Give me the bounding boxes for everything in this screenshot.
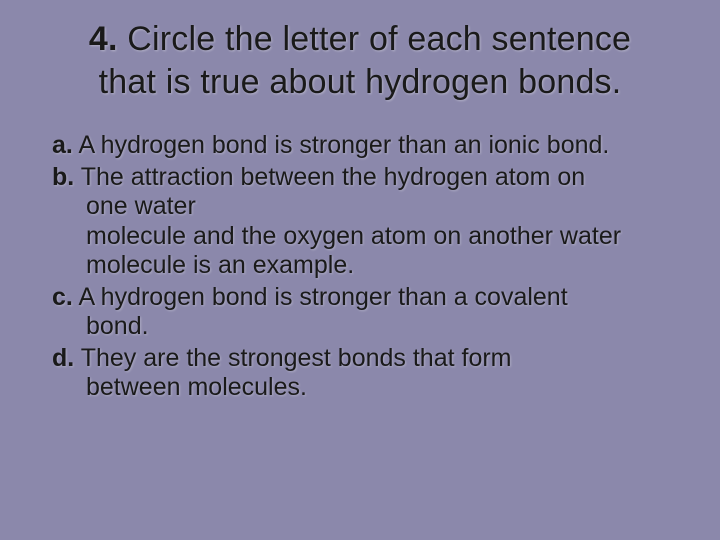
option-text-line: one water bbox=[52, 192, 674, 222]
option-text-line: The attraction between the hydrogen atom… bbox=[81, 163, 586, 191]
slide: 4. Circle the letter of each sentence th… bbox=[0, 0, 720, 540]
title-line-1: Circle the letter of each sentence bbox=[127, 20, 631, 58]
option-letter: b. bbox=[52, 163, 74, 191]
option-letter: c. bbox=[52, 283, 73, 311]
option-text: A hydrogen bond is stronger than an ioni… bbox=[78, 131, 609, 159]
option-text-line: A hydrogen bond is stronger than a coval… bbox=[78, 283, 567, 311]
option-text-line: between molecules. bbox=[52, 373, 674, 403]
option-text-line: molecule and the oxygen atom on another … bbox=[52, 222, 674, 252]
question-title: 4. Circle the letter of each sentence th… bbox=[36, 18, 684, 103]
option-letter: a. bbox=[52, 131, 73, 159]
options-list: a. A hydrogen bond is stronger than an i… bbox=[36, 131, 684, 403]
option-b: b. The attraction between the hydrogen a… bbox=[52, 163, 674, 281]
option-text-line: molecule is an example. bbox=[52, 251, 674, 281]
option-text-line: They are the strongest bonds that form bbox=[81, 344, 512, 372]
question-number: 4. bbox=[89, 20, 118, 58]
option-letter: d. bbox=[52, 344, 74, 372]
option-a: a. A hydrogen bond is stronger than an i… bbox=[52, 131, 674, 161]
option-c: c. A hydrogen bond is stronger than a co… bbox=[52, 283, 674, 342]
title-line-2: that is true about hydrogen bonds. bbox=[99, 63, 622, 101]
option-d: d. They are the strongest bonds that for… bbox=[52, 344, 674, 403]
option-text-line: bond. bbox=[52, 312, 674, 342]
